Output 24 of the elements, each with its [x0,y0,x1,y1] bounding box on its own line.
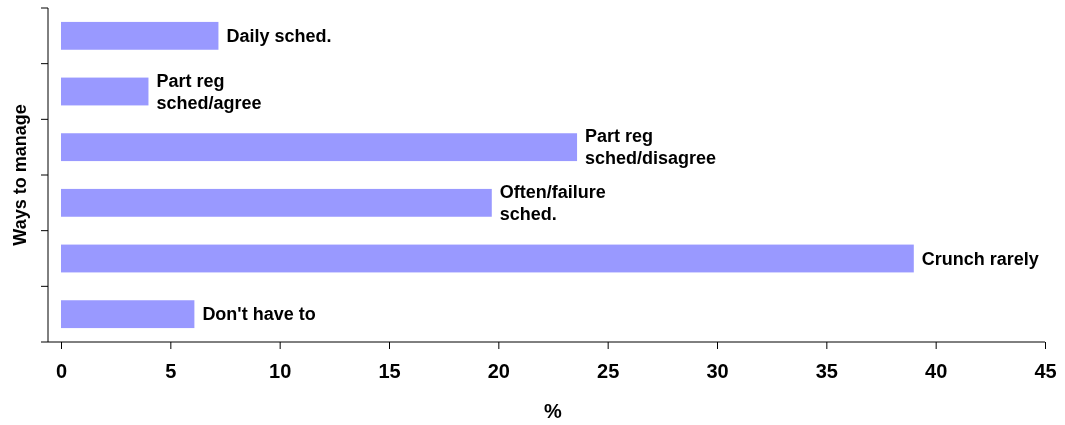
bar [61,77,149,106]
y-tick-label: Often/failure sched. [499,182,606,225]
y-tick-label: Part reg sched/agree [156,70,262,113]
bar [61,21,219,50]
x-axis-title: % [544,400,563,422]
x-tick-label: 20 [487,360,510,382]
y-tick-label: Crunch rarely [921,248,1039,269]
y-axis-title: Ways to manage [10,104,30,246]
bar [61,300,195,329]
bar [61,133,578,162]
x-tick-label: 35 [815,360,838,382]
y-tick-label: Daily sched. [226,26,332,47]
bar [61,188,492,217]
x-tick-label: 45 [1034,360,1057,382]
x-tick-label: 40 [925,360,948,382]
y-tick-label: Don't have to [202,304,316,325]
x-tick-label: 15 [378,360,401,382]
x-tick-label: 30 [706,360,729,382]
bar [61,244,914,273]
x-tick-label: 10 [269,360,292,382]
x-tick-label: 5 [165,360,177,382]
y-tick-label: Part reg sched/disagree [585,126,717,169]
x-tick-label: 25 [597,360,620,382]
x-tick-label: 0 [55,360,68,382]
